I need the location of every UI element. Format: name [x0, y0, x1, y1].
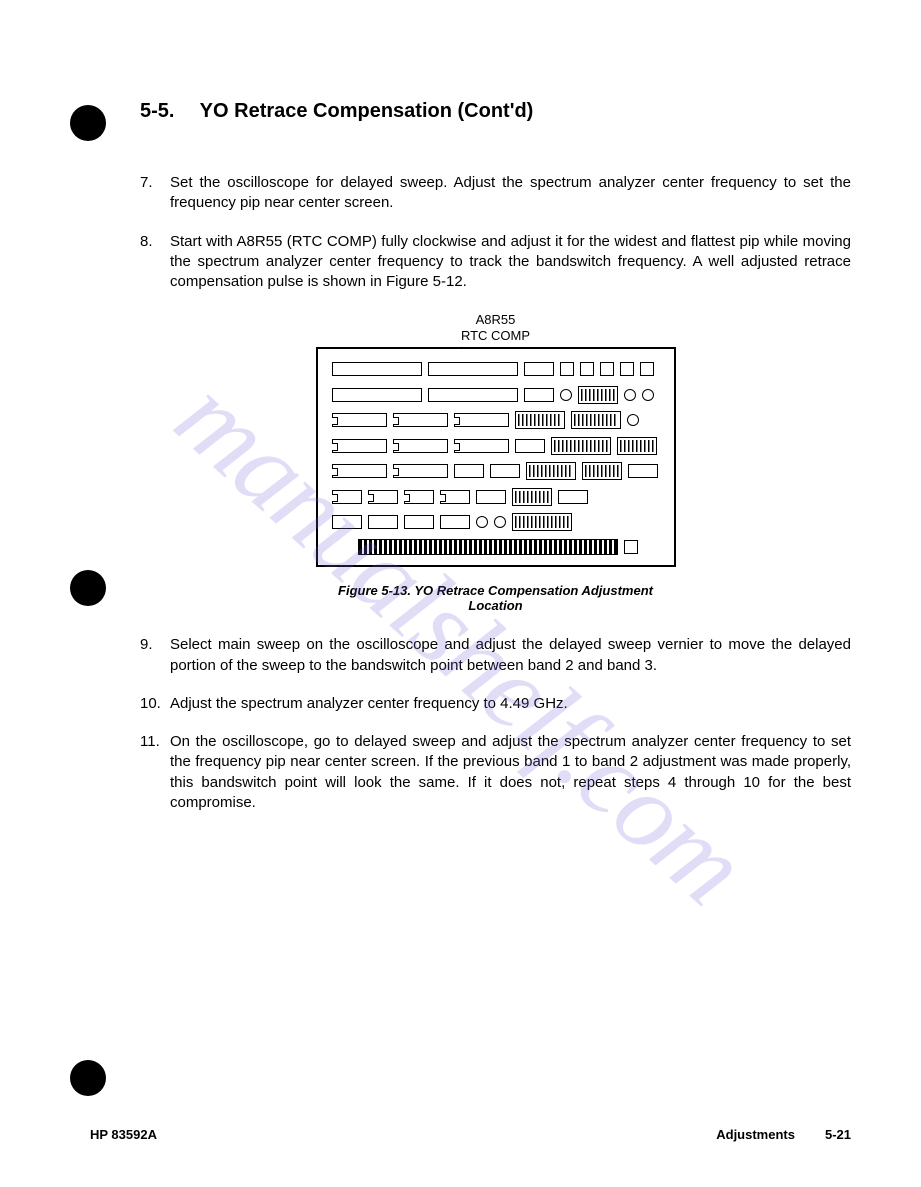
step-item: 10. Adjust the spectrum analyzer center … — [140, 694, 851, 714]
step-item: 9. Select main sweep on the oscilloscope… — [140, 635, 851, 676]
page-content: 5-5. YO Retrace Compensation (Cont'd) 7.… — [0, 0, 921, 1187]
section-header: 5-5. YO Retrace Compensation (Cont'd) — [140, 100, 851, 123]
figure: A8R55 RTC COMP — [316, 312, 676, 613]
callout-line: A8R55 — [476, 312, 516, 327]
step-number: 11. — [140, 732, 170, 813]
page-footer: HP 83592A Adjustments 5-21 — [90, 1127, 851, 1142]
figure-callout: A8R55 RTC COMP — [316, 312, 676, 343]
pcb-diagram — [316, 347, 676, 567]
step-text: Start with A8R55 (RTC COMP) fully clockw… — [170, 232, 851, 293]
footer-left: HP 83592A — [90, 1127, 157, 1142]
section-number: 5-5. — [140, 100, 174, 122]
step-number: 10. — [140, 694, 170, 714]
step-text: On the oscilloscope, go to delayed sweep… — [170, 732, 851, 813]
step-number: 7. — [140, 173, 170, 214]
callout-line: RTC COMP — [461, 328, 530, 343]
step-number: 9. — [140, 635, 170, 676]
step-text: Adjust the spectrum analyzer center freq… — [170, 694, 851, 714]
footer-page-number: 5-21 — [825, 1127, 851, 1142]
step-text: Select main sweep on the oscilloscope an… — [170, 635, 851, 676]
step-text: Set the oscilloscope for delayed sweep. … — [170, 173, 851, 214]
step-item: 11. On the oscilloscope, go to delayed s… — [140, 732, 851, 813]
step-item: 7. Set the oscilloscope for delayed swee… — [140, 173, 851, 214]
footer-section: Adjustments — [716, 1127, 795, 1142]
section-title: YO Retrace Compensation (Cont'd) — [200, 100, 534, 122]
step-number: 8. — [140, 232, 170, 293]
step-item: 8. Start with A8R55 (RTC COMP) fully clo… — [140, 232, 851, 293]
figure-caption: Figure 5-13. YO Retrace Compensation Adj… — [316, 583, 676, 613]
